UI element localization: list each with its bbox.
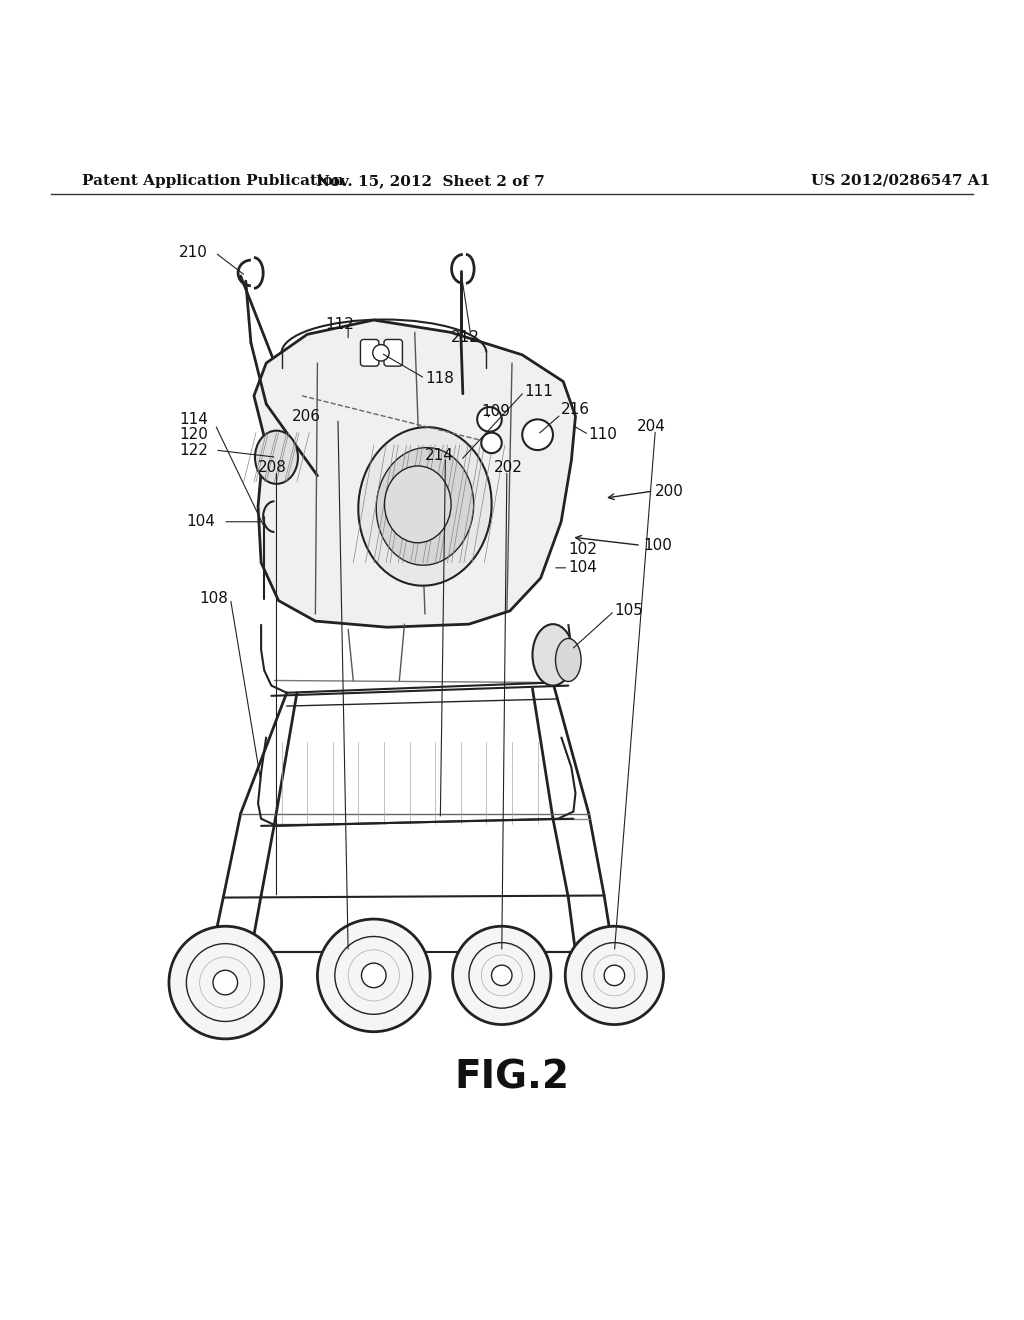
Text: 122: 122	[179, 442, 208, 458]
Polygon shape	[254, 319, 575, 627]
Text: 206: 206	[292, 409, 321, 424]
Text: 216: 216	[561, 401, 590, 417]
Circle shape	[373, 345, 389, 360]
Ellipse shape	[555, 639, 582, 681]
Circle shape	[492, 965, 512, 986]
Ellipse shape	[376, 447, 474, 565]
Circle shape	[565, 927, 664, 1024]
Circle shape	[477, 407, 502, 432]
Ellipse shape	[255, 430, 298, 484]
Text: US 2012/0286547 A1: US 2012/0286547 A1	[811, 174, 991, 187]
Text: FIG.2: FIG.2	[455, 1059, 569, 1097]
Text: 204: 204	[637, 418, 666, 434]
Text: 112: 112	[326, 317, 354, 331]
Text: 105: 105	[614, 603, 643, 618]
Text: 110: 110	[589, 428, 617, 442]
Circle shape	[481, 433, 502, 453]
Ellipse shape	[532, 624, 573, 685]
Circle shape	[453, 927, 551, 1024]
Text: 120: 120	[179, 428, 208, 442]
Text: 104: 104	[568, 560, 597, 576]
Text: 210: 210	[179, 246, 208, 260]
Circle shape	[522, 420, 553, 450]
Ellipse shape	[384, 466, 451, 543]
Text: Nov. 15, 2012  Sheet 2 of 7: Nov. 15, 2012 Sheet 2 of 7	[315, 174, 545, 187]
Circle shape	[317, 919, 430, 1032]
Text: 100: 100	[643, 537, 672, 553]
FancyBboxPatch shape	[360, 339, 379, 366]
Text: 200: 200	[655, 483, 684, 499]
Text: Patent Application Publication: Patent Application Publication	[82, 174, 344, 187]
FancyBboxPatch shape	[384, 339, 402, 366]
Text: 108: 108	[200, 591, 228, 606]
Text: 214: 214	[425, 447, 454, 463]
Text: 102: 102	[568, 543, 597, 557]
Text: 208: 208	[258, 459, 287, 475]
Ellipse shape	[358, 428, 492, 586]
Circle shape	[361, 964, 386, 987]
Text: 114: 114	[179, 412, 208, 426]
Circle shape	[604, 965, 625, 986]
Text: 118: 118	[425, 371, 454, 385]
Circle shape	[213, 970, 238, 995]
Text: 202: 202	[494, 459, 522, 475]
Circle shape	[169, 927, 282, 1039]
Text: 109: 109	[481, 404, 510, 418]
Text: 104: 104	[186, 515, 215, 529]
Text: 111: 111	[524, 384, 553, 399]
Text: 212: 212	[451, 330, 479, 345]
